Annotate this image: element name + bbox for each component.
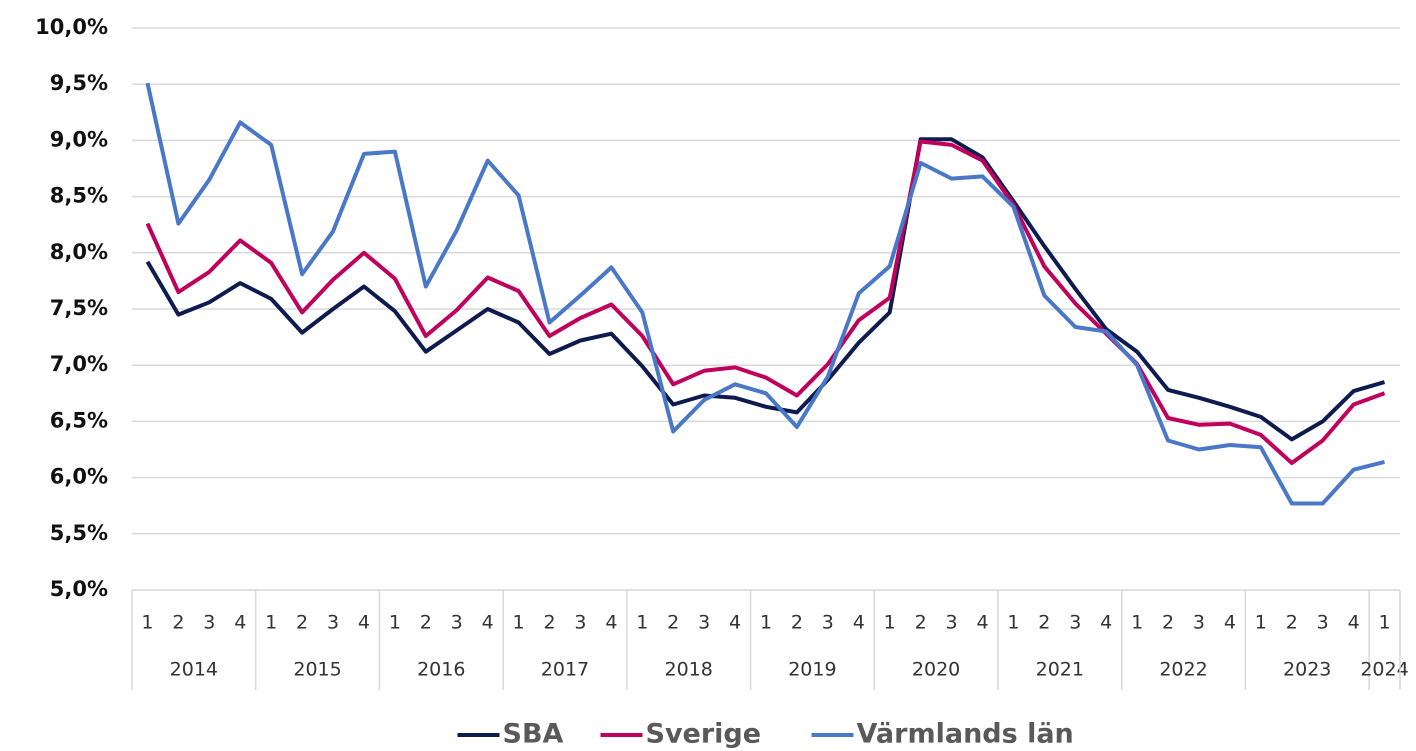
x-tick-label: 2 xyxy=(915,612,927,634)
y-tick-label: 5,0% xyxy=(50,577,108,601)
x-tick-label: 1 xyxy=(1131,612,1143,634)
x-tick-label: 3 xyxy=(203,612,215,634)
series-line xyxy=(145,137,1386,442)
y-tick-label: 10,0% xyxy=(35,15,108,39)
y-tick-label: 7,0% xyxy=(50,352,108,376)
x-group-label: 2021 xyxy=(1036,659,1084,681)
x-tick-label: 1 xyxy=(1378,612,1390,634)
x-tick-label: 2 xyxy=(791,612,803,634)
x-tick-label: 4 xyxy=(976,612,988,634)
x-tick-label: 4 xyxy=(1100,612,1112,634)
y-tick-label: 6,5% xyxy=(50,408,108,432)
x-tick-label: 1 xyxy=(760,612,772,634)
x-tick-label: 4 xyxy=(358,612,370,634)
y-tick-label: 8,0% xyxy=(50,240,108,264)
y-tick-label: 9,5% xyxy=(50,71,108,95)
x-tick-label: 4 xyxy=(482,612,494,634)
legend-label: Sverige xyxy=(646,719,762,750)
x-tick-label: 2 xyxy=(420,612,432,634)
x-group-label: 2016 xyxy=(417,659,465,681)
x-tick-label: 1 xyxy=(1007,612,1019,634)
x-tick-label: 1 xyxy=(1255,612,1267,634)
x-tick-label: 2 xyxy=(543,612,555,634)
x-tick-label: 2 xyxy=(296,612,308,634)
series-line xyxy=(145,139,1386,465)
x-tick-label: 3 xyxy=(1193,612,1205,634)
y-tick-label: 8,5% xyxy=(50,184,108,208)
legend-label: Värmlands län xyxy=(857,719,1074,750)
x-tick-label: 1 xyxy=(265,612,277,634)
x-group-label: 2019 xyxy=(788,659,836,681)
x-tick-label: 2 xyxy=(667,612,679,634)
x-tick-label: 3 xyxy=(946,612,958,634)
y-tick-label: 9,0% xyxy=(50,127,108,151)
x-group-label: 2014 xyxy=(170,659,218,681)
x-tick-label: 4 xyxy=(1224,612,1236,634)
legend-label: SBA xyxy=(503,719,564,750)
x-tick-label: 3 xyxy=(327,612,339,634)
x-group-label: 2024 xyxy=(1360,659,1408,681)
x-tick-label: 1 xyxy=(141,612,153,634)
x-tick-label: 1 xyxy=(389,612,401,634)
x-tick-label: 3 xyxy=(451,612,463,634)
x-tick-label: 4 xyxy=(729,612,741,634)
x-tick-label: 4 xyxy=(234,612,246,634)
x-tick-label: 2 xyxy=(1038,612,1050,634)
series-line xyxy=(145,82,1385,506)
y-tick-label: 7,5% xyxy=(50,296,108,320)
x-group-label: 2022 xyxy=(1159,659,1207,681)
x-tick-label: 4 xyxy=(605,612,617,634)
x-tick-label: 3 xyxy=(1069,612,1081,634)
x-tick-label: 3 xyxy=(698,612,710,634)
y-tick-label: 5,5% xyxy=(50,521,108,545)
x-tick-label: 4 xyxy=(1348,612,1360,634)
y-tick-label: 6,0% xyxy=(50,465,108,489)
x-tick-label: 1 xyxy=(884,612,896,634)
x-tick-label: 3 xyxy=(574,612,586,634)
x-tick-label: 4 xyxy=(853,612,865,634)
x-group-label: 2018 xyxy=(665,659,713,681)
x-group-label: 2015 xyxy=(293,659,341,681)
x-tick-label: 1 xyxy=(636,612,648,634)
x-tick-label: 1 xyxy=(513,612,525,634)
x-tick-label: 2 xyxy=(1286,612,1298,634)
x-tick-label: 3 xyxy=(822,612,834,634)
x-group-label: 2017 xyxy=(541,659,589,681)
x-tick-label: 2 xyxy=(1162,612,1174,634)
x-tick-label: 3 xyxy=(1317,612,1329,634)
x-tick-label: 2 xyxy=(172,612,184,634)
x-group-label: 2020 xyxy=(912,659,960,681)
x-group-label: 2023 xyxy=(1283,659,1331,681)
